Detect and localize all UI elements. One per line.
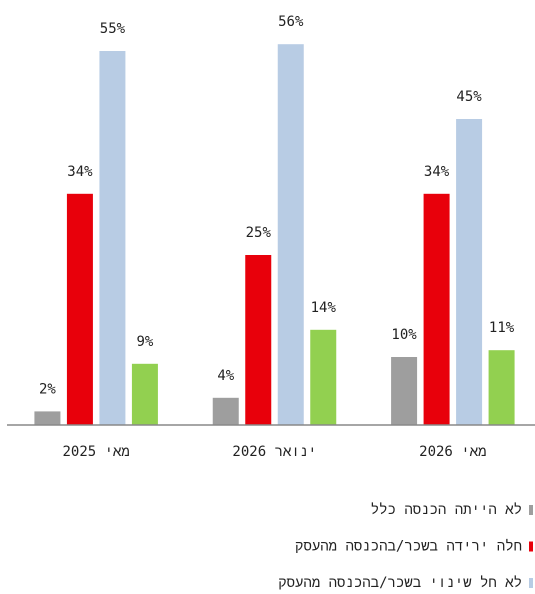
- x-tick-label: מאי 2026: [419, 444, 486, 460]
- bar: [488, 350, 515, 425]
- data-label: 25%: [246, 225, 272, 241]
- data-label: 34%: [424, 164, 450, 180]
- bar: [277, 44, 304, 425]
- bar: [423, 193, 450, 425]
- data-label: 56%: [278, 14, 304, 30]
- data-label: 14%: [311, 300, 337, 316]
- data-label: 34%: [67, 164, 93, 180]
- bar: [245, 255, 272, 425]
- x-tick-label: ינואר 2026: [232, 444, 316, 460]
- data-label: 45%: [456, 89, 482, 105]
- bar: [391, 357, 418, 425]
- data-label: 9%: [136, 334, 153, 350]
- bar: [66, 193, 93, 425]
- bar: [131, 363, 158, 425]
- legend-swatch: [529, 505, 533, 515]
- bar: [310, 329, 337, 425]
- legend-label: לא הייתה הכנסה כלל: [371, 502, 522, 518]
- bar: [212, 397, 239, 425]
- bar: [456, 119, 483, 425]
- data-label: 2%: [39, 381, 56, 397]
- legend-label: לא חל שינוי בשכר/בהכנסה מהעסק: [278, 575, 522, 591]
- data-label: 55%: [100, 21, 126, 37]
- data-label: 10%: [391, 327, 417, 343]
- x-tick-label: מאי 2025: [62, 444, 129, 460]
- bar: [99, 51, 126, 425]
- legend-swatch: [529, 578, 533, 588]
- legend-swatch: [529, 541, 533, 552]
- data-label: 11%: [489, 320, 515, 336]
- bar: [34, 411, 61, 425]
- legend-label: חלה ירידה בשכר/בהכנסה מהעסק: [295, 539, 522, 555]
- data-label: 4%: [217, 368, 234, 384]
